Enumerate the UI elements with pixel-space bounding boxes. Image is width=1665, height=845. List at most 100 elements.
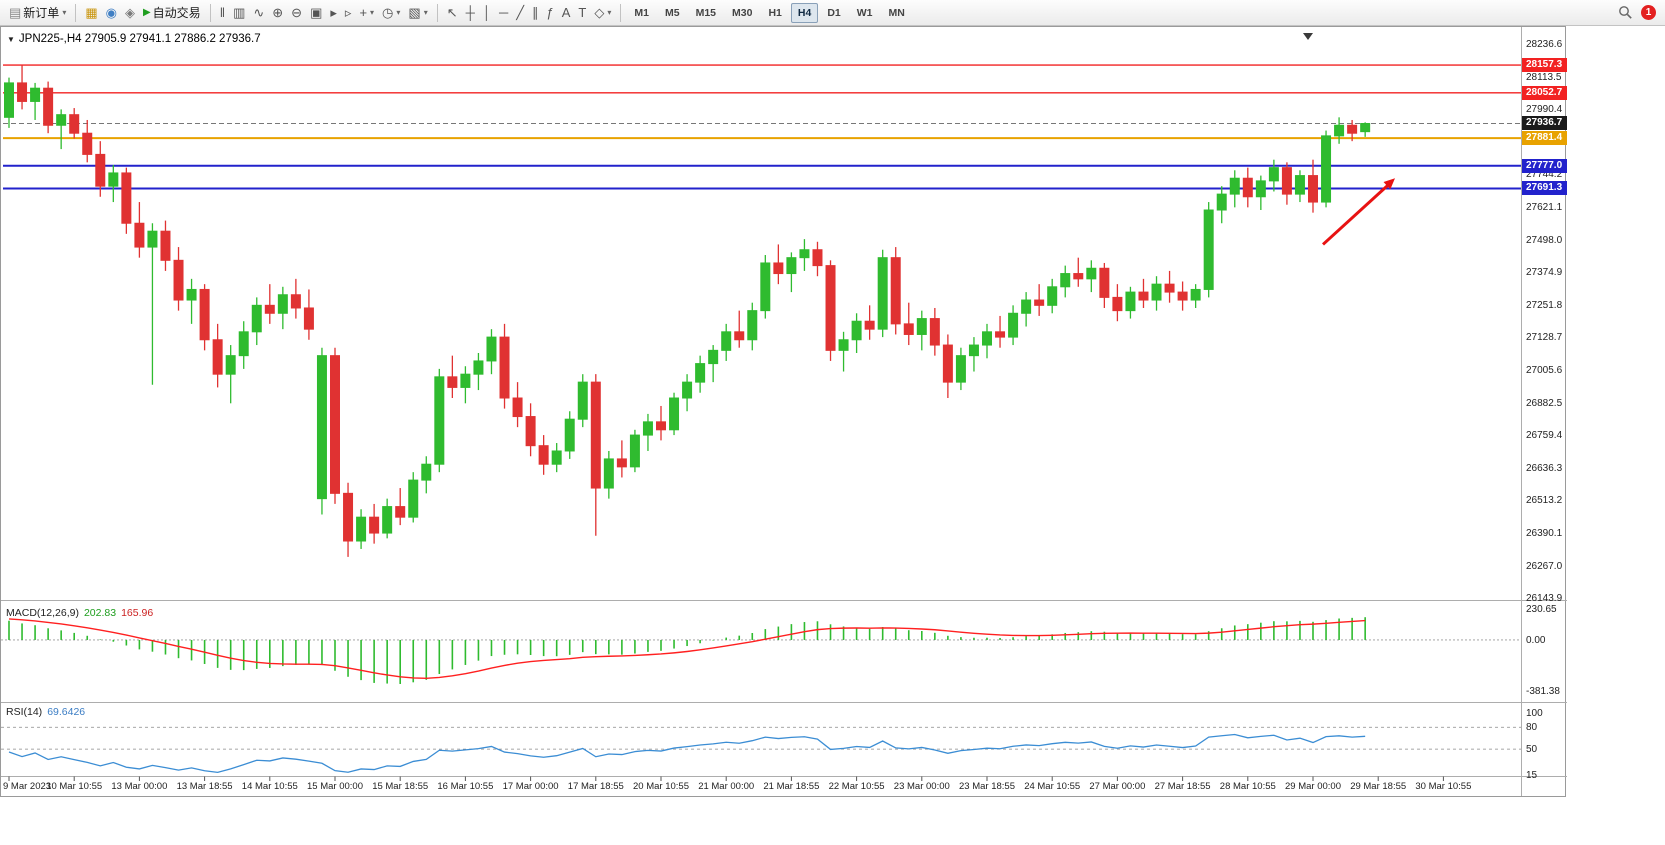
chart-shift-button[interactable]: ▹	[341, 2, 356, 23]
rsi-line	[8, 733, 1366, 774]
macd-signal-value: 165.96	[121, 607, 154, 619]
equidistant-channel-button[interactable]: ∥	[528, 2, 543, 23]
candle-up	[108, 172, 119, 187]
candle-up	[316, 355, 327, 500]
candle-up	[421, 463, 432, 481]
candle-down	[1242, 177, 1253, 198]
zoom-out-button[interactable]: ⊖	[287, 2, 306, 23]
time-axis-label: 15 Mar 18:55	[372, 781, 429, 792]
timeframe-w1-button[interactable]: W1	[856, 6, 873, 19]
time-axis-label: 30 Mar 10:55	[1415, 781, 1472, 792]
time-axis-label: 23 Mar 18:55	[959, 781, 1015, 792]
candle-up	[1086, 267, 1097, 280]
horizontal-line-icon: ─	[498, 5, 509, 20]
candle-down	[134, 222, 145, 248]
candle-down	[160, 230, 171, 261]
shapes-button[interactable]: ◇ ▾	[590, 2, 615, 23]
candle-up	[1060, 273, 1071, 288]
price-axis-label: 26143.9	[1526, 593, 1563, 605]
new-chart-button[interactable]: + ▾	[355, 2, 378, 23]
new-order-button[interactable]: ▤ 新订单 ▾	[5, 2, 70, 23]
profiles-button[interactable]: ◉	[102, 2, 121, 23]
candle-down	[903, 323, 914, 335]
candle-down	[929, 318, 940, 346]
candle-down	[525, 416, 536, 447]
label-button[interactable]: T	[574, 2, 590, 23]
timeframe-h4-button[interactable]: H4	[790, 2, 819, 23]
candle-up	[551, 450, 562, 465]
price-badge-28052.7: 28052.7	[1522, 85, 1567, 100]
auto-scroll-button[interactable]: ▸	[326, 2, 341, 23]
search-button[interactable]	[1618, 5, 1633, 20]
time-axis-label: 20 Mar 10:55	[633, 781, 689, 792]
timeframe-m15-button[interactable]: M15	[695, 6, 717, 19]
timeframe-mn-button[interactable]: MN	[888, 6, 905, 19]
fibonacci-button[interactable]: ƒ	[543, 2, 558, 23]
chart-shift-marker-icon[interactable]	[1303, 33, 1313, 40]
candle-down	[1177, 291, 1188, 301]
price-axis-label: 27744.2	[1526, 169, 1563, 181]
tile-windows-button[interactable]: ▣	[306, 2, 326, 23]
price-axis-label: 26759.4	[1526, 430, 1563, 442]
price-badge-27936.7: 27936.7	[1522, 116, 1567, 131]
vertical-line-button[interactable]: │	[479, 2, 495, 23]
charts-icon: ▦	[85, 5, 98, 20]
candle-up	[1151, 283, 1162, 301]
crosshair-button[interactable]: ┼	[462, 2, 479, 23]
line-chart-button[interactable]: ∿	[249, 2, 268, 23]
toolbar-separator	[75, 3, 77, 22]
candle-up	[799, 249, 810, 259]
time-axis-label: 9 Mar 2023	[3, 781, 52, 792]
arrow-annotation-head	[1383, 178, 1395, 190]
candle-down	[173, 259, 184, 301]
alerts-button[interactable]: ◈	[121, 2, 139, 23]
candle-up	[682, 381, 693, 399]
candle-up	[1321, 135, 1332, 203]
alerts-icon: ◈	[124, 5, 135, 20]
candle-up	[147, 230, 158, 248]
candle-up	[982, 331, 992, 346]
timeframe-m30-button[interactable]: M30	[732, 6, 753, 19]
candle-up	[56, 114, 67, 126]
bar-chart-button[interactable]: ‖	[216, 2, 229, 23]
cursor-button[interactable]: ↖	[443, 2, 462, 23]
candle-up	[473, 360, 484, 375]
templates-button[interactable]: ▧ ▾	[404, 2, 431, 23]
chevron-down-icon: ▾	[607, 8, 612, 17]
timeframe-d1-button[interactable]: D1	[827, 6, 841, 19]
time-axis-label: 13 Mar 18:55	[176, 781, 233, 792]
rsi-indicator-label: RSI(14) 69.6426	[6, 706, 85, 718]
price-axis-label: 26267.0	[1526, 560, 1563, 572]
price-axis[interactable]: 28236.628113.527990.427867.327744.227621…	[1522, 27, 1567, 796]
timeframe-h1-button[interactable]: H1	[768, 6, 782, 19]
collapse-triangle-icon[interactable]: ▼	[7, 35, 15, 44]
charts-button[interactable]: ▦	[81, 2, 101, 23]
candle-up	[238, 331, 249, 357]
autotrading-button[interactable]: ▶ 自动交易	[139, 2, 205, 23]
periods-button[interactable]: ◷ ▾	[378, 2, 404, 23]
timeframe-m1-button[interactable]: M1	[634, 6, 649, 19]
chart-shift-icon: ▹	[344, 5, 352, 20]
timeframe-m5-button[interactable]: M5	[664, 6, 680, 19]
rsi-value: 69.6426	[47, 706, 86, 718]
time-axis[interactable]: 9 Mar 2023 10 Mar 10:55 13 Mar 00:00 13 Mar…	[1, 776, 1521, 796]
candle-up	[1190, 288, 1201, 301]
trendline-button[interactable]: ╱	[512, 2, 528, 23]
time-axis-label: 17 Mar 18:55	[567, 781, 624, 792]
horizontal-line-button[interactable]: ─	[495, 2, 512, 23]
macd-axis-label: 0.00	[1526, 634, 1546, 646]
price-axis-label: 26636.3	[1526, 462, 1563, 474]
candle-up	[629, 434, 640, 468]
zoom-in-button[interactable]: ⊕	[268, 2, 287, 23]
candle-up	[851, 320, 862, 341]
text-button[interactable]: A	[558, 2, 575, 23]
notification-badge[interactable]: 1	[1641, 5, 1656, 20]
chart-canvas[interactable]	[1, 27, 1567, 796]
candlestick-chart-button[interactable]: ▥	[229, 2, 249, 23]
candle-up	[277, 294, 288, 314]
candle-down	[1308, 175, 1318, 203]
arrow-annotation[interactable]	[1321, 183, 1391, 246]
candle-up	[4, 82, 14, 118]
time-axis-label: 27 Mar 18:55	[1154, 781, 1211, 792]
